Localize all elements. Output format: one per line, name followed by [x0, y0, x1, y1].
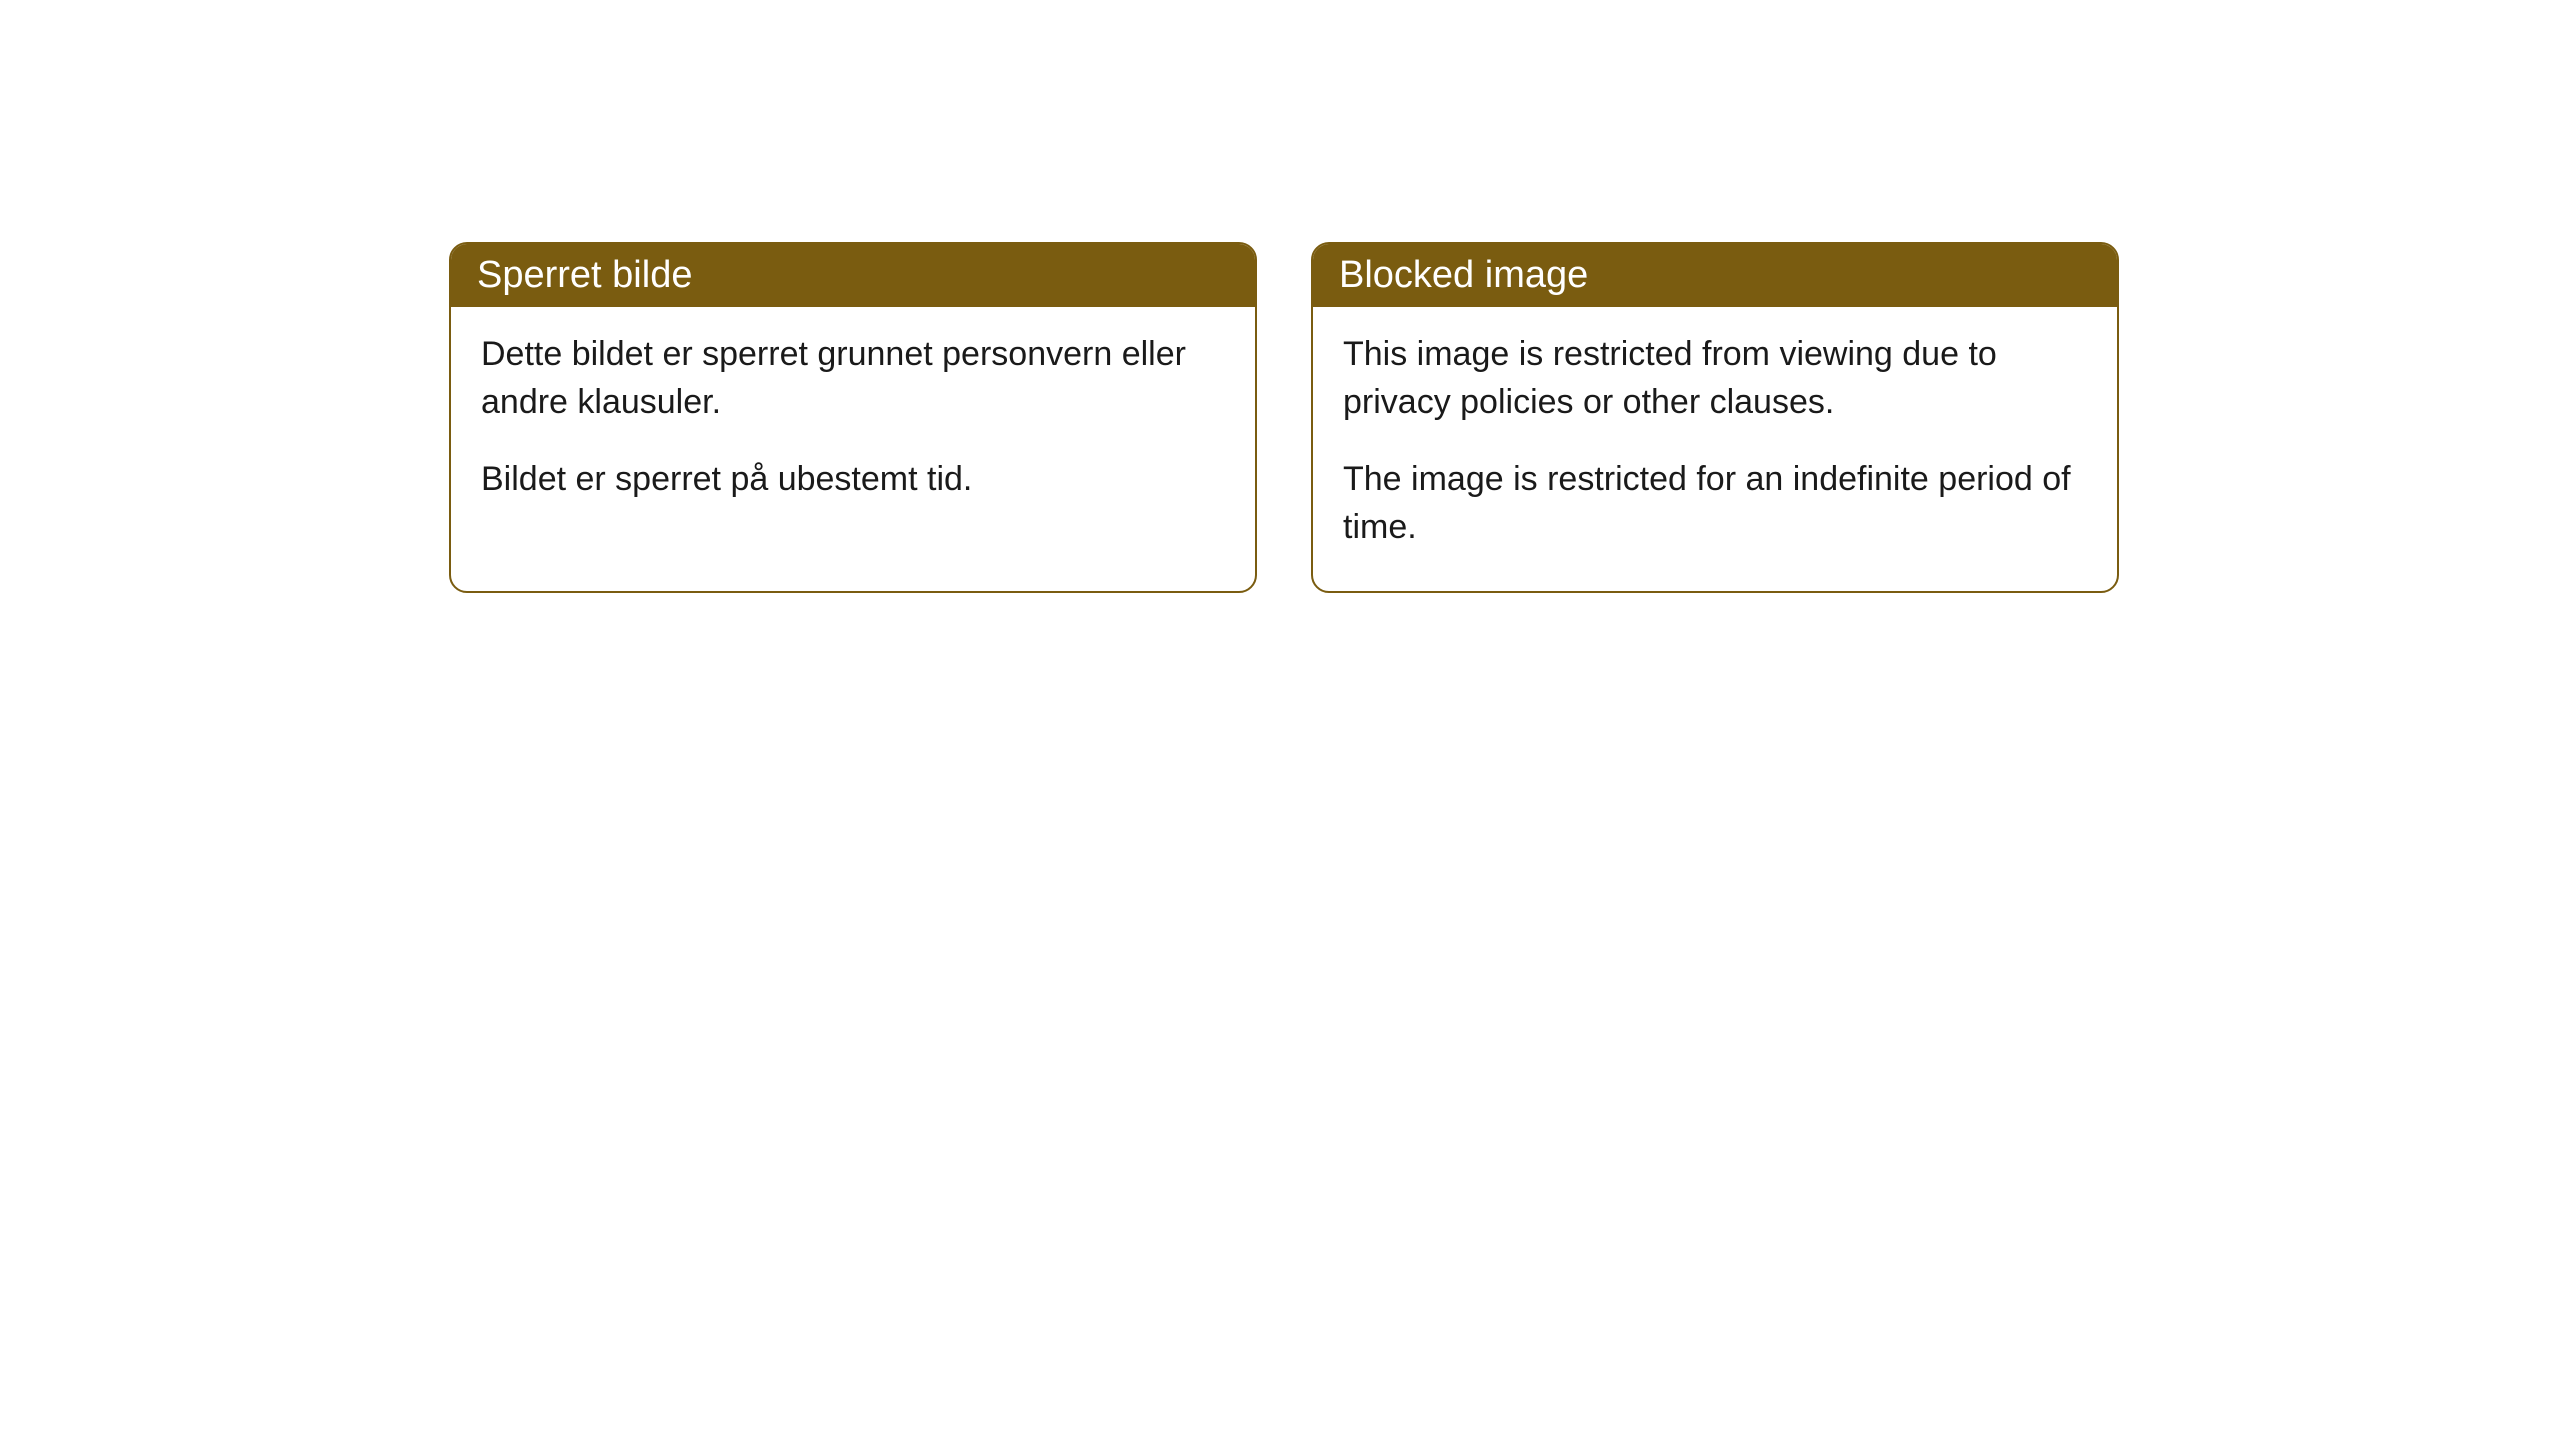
card-body-en: This image is restricted from viewing du… — [1313, 307, 2117, 591]
card-title-no: Sperret bilde — [451, 244, 1255, 307]
card-body-no: Dette bildet er sperret grunnet personve… — [451, 307, 1255, 544]
blocked-image-card-no: Sperret bilde Dette bildet er sperret gr… — [449, 242, 1257, 593]
card-text-en-2: The image is restricted for an indefinit… — [1343, 456, 2087, 551]
card-title-en: Blocked image — [1313, 244, 2117, 307]
card-text-no-2: Bildet er sperret på ubestemt tid. — [481, 456, 1225, 504]
card-text-en-1: This image is restricted from viewing du… — [1343, 331, 2087, 426]
cards-container: Sperret bilde Dette bildet er sperret gr… — [0, 0, 2560, 593]
card-text-no-1: Dette bildet er sperret grunnet personve… — [481, 331, 1225, 426]
blocked-image-card-en: Blocked image This image is restricted f… — [1311, 242, 2119, 593]
